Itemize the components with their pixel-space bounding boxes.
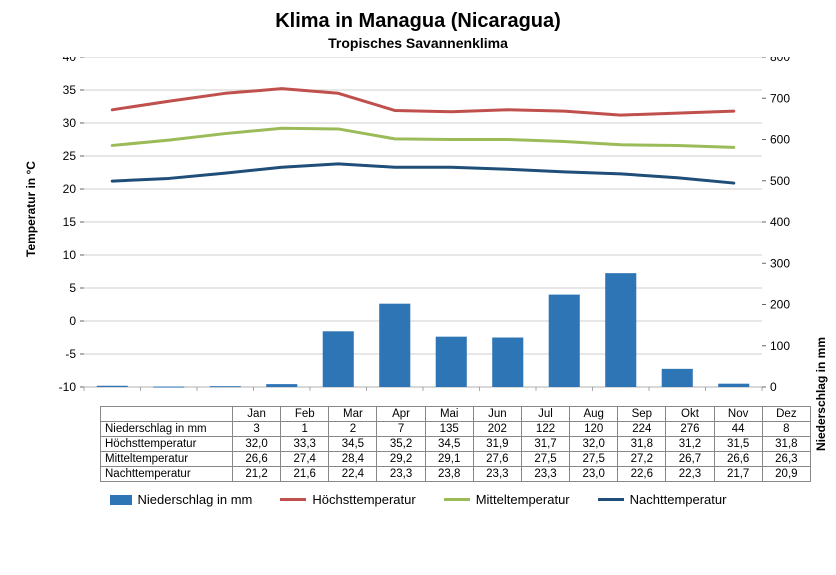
legend-item-mid: Mitteltemperatur <box>444 492 570 507</box>
svg-text:500: 500 <box>770 174 790 188</box>
svg-text:400: 400 <box>770 215 790 229</box>
svg-text:40: 40 <box>63 57 77 64</box>
svg-text:-10: -10 <box>59 380 77 394</box>
legend-item-high: Höchsttemperatur <box>280 492 415 507</box>
data-table: JanFebMarAprMaiJunJulAugSepOktNovDezNied… <box>100 406 811 482</box>
legend-label-night: Nachttemperatur <box>630 492 727 507</box>
chart-area: Temperatur in °C Niederschlag in mm -10-… <box>12 57 824 406</box>
svg-text:0: 0 <box>770 380 777 394</box>
legend-item-precip: Niederschlag in mm <box>110 492 253 507</box>
y-axis-left-label: Temperatur in °C <box>24 161 38 257</box>
svg-text:25: 25 <box>63 149 77 163</box>
climate-chart-container: Klima in Managua (Nicaragua) Tropisches … <box>0 0 836 575</box>
legend: Niederschlag in mm Höchsttemperatur Mitt… <box>12 492 824 507</box>
svg-text:200: 200 <box>770 298 790 312</box>
svg-text:20: 20 <box>63 182 77 196</box>
svg-text:15: 15 <box>63 215 77 229</box>
svg-text:100: 100 <box>770 339 790 353</box>
svg-text:5: 5 <box>69 281 76 295</box>
chart-title: Klima in Managua (Nicaragua) <box>12 10 824 33</box>
legend-swatch-night <box>598 498 624 501</box>
svg-text:30: 30 <box>63 116 77 130</box>
svg-text:600: 600 <box>770 133 790 147</box>
legend-label-precip: Niederschlag in mm <box>138 492 253 507</box>
chart-svg: -10-505101520253035400100200300400500600… <box>12 57 812 401</box>
svg-text:700: 700 <box>770 91 790 105</box>
legend-swatch-high <box>280 498 306 501</box>
legend-item-night: Nachttemperatur <box>598 492 727 507</box>
svg-text:-5: -5 <box>65 347 76 361</box>
svg-text:800: 800 <box>770 57 790 64</box>
legend-swatch-mid <box>444 498 470 501</box>
legend-label-mid: Mitteltemperatur <box>476 492 570 507</box>
svg-text:10: 10 <box>63 248 77 262</box>
legend-swatch-precip <box>110 495 132 505</box>
svg-text:0: 0 <box>69 314 76 328</box>
svg-text:300: 300 <box>770 256 790 270</box>
chart-subtitle: Tropisches Savannenklima <box>12 35 824 51</box>
y-axis-right-label: Niederschlag in mm <box>814 337 828 451</box>
legend-label-high: Höchsttemperatur <box>312 492 415 507</box>
svg-text:35: 35 <box>63 83 77 97</box>
